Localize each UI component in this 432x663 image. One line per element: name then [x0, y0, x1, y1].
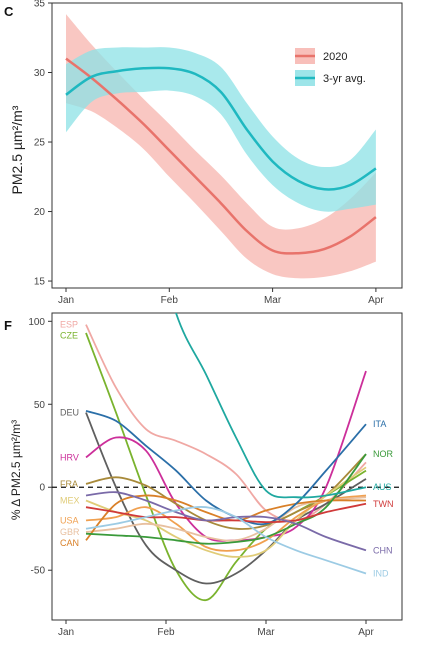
- country-label-can: CAN: [60, 538, 79, 548]
- panel-f-y-axis-label: % Δ PM2.5 µm²/m³: [9, 420, 23, 520]
- line-twn: [85, 502, 367, 524]
- line-ind: [85, 506, 367, 575]
- band-2020: [66, 14, 376, 279]
- country-label-fra: FRA: [60, 479, 78, 489]
- panel-c-legend: 2020 3-yr avg.: [295, 48, 366, 86]
- line-gbr: [85, 496, 367, 542]
- legend-label-2020: 2020: [323, 51, 347, 63]
- country-label-nor: NOR: [373, 449, 394, 459]
- f-xtick-label-apr: Apr: [358, 627, 374, 638]
- panel-c-bands: [66, 14, 376, 279]
- country-label-aus: AUS: [373, 482, 392, 492]
- country-label-hrv: HRV: [60, 452, 79, 462]
- panel-c-y-axis: 15 20 25 30 35: [34, 0, 52, 288]
- f-xtick-label-jan: Jan: [58, 627, 74, 638]
- country-label-twn: TWN: [373, 499, 394, 509]
- c-xtick-label-jan: Jan: [58, 295, 74, 306]
- country-label-deu: DEU: [60, 408, 79, 418]
- c-ytick-label-30: 30: [34, 68, 46, 79]
- country-label-chn: CHN: [373, 545, 393, 555]
- country-label-mex: MEX: [60, 496, 80, 506]
- f-xtick-label-mar: Mar: [257, 627, 275, 638]
- c-ytick-label-15: 15: [34, 277, 46, 288]
- c-xtick-label-mar: Mar: [264, 295, 282, 306]
- country-label-cze: CZE: [60, 331, 78, 341]
- f-ytick-label-0: 0: [39, 483, 45, 494]
- country-label-ind: IND: [373, 569, 389, 579]
- c-xtick-label-apr: Apr: [368, 295, 384, 306]
- c-xtick-label-feb: Feb: [161, 295, 179, 306]
- line-chn: [85, 491, 367, 552]
- panel-c-x-axis: Jan Feb Mar Apr: [58, 288, 384, 306]
- c-ytick-label-35: 35: [34, 0, 46, 10]
- panel-c-chart: C 15 20 25 30 35 Jan Feb Mar Apr PM2.5 µm²/m³ 2…: [4, 0, 403, 306]
- line-2020: [65, 57, 377, 255]
- line-can: [85, 494, 367, 541]
- f-ytick-label-50: 50: [34, 400, 46, 411]
- panel-c-y-axis-label: PM2.5 µm²/m³: [9, 105, 25, 194]
- panel-f-letter: F: [4, 318, 12, 333]
- panel-c-lines: [65, 57, 377, 255]
- f-ytick-label-100: 100: [28, 317, 45, 328]
- line-deu: [85, 412, 367, 585]
- country-label-esp: ESP: [60, 320, 78, 330]
- line-aus: [175, 313, 367, 499]
- line-usa: [85, 494, 367, 552]
- panel-f-x-axis: Jan Feb Mar Apr: [58, 620, 374, 638]
- panel-f-y-axis: -50 0 50 100: [28, 317, 52, 577]
- f-xtick-label-feb: Feb: [157, 627, 175, 638]
- panel-f-lines: [85, 313, 367, 602]
- line-3-yr-avg: [65, 66, 377, 191]
- country-label-ita: ITA: [373, 419, 386, 429]
- country-label-usa: USA: [60, 515, 79, 525]
- country-label-gbr: GBR: [60, 527, 80, 537]
- line-fra: [85, 453, 367, 530]
- panel-c-letter: C: [4, 4, 14, 19]
- band-3-yr-avg: [66, 47, 376, 212]
- c-ytick-label-20: 20: [34, 207, 46, 218]
- legend-label-3-yr-avg: 3-yr avg.: [323, 73, 366, 85]
- c-ytick-label-25: 25: [34, 138, 46, 149]
- f-ytick-label-50: -50: [31, 566, 46, 577]
